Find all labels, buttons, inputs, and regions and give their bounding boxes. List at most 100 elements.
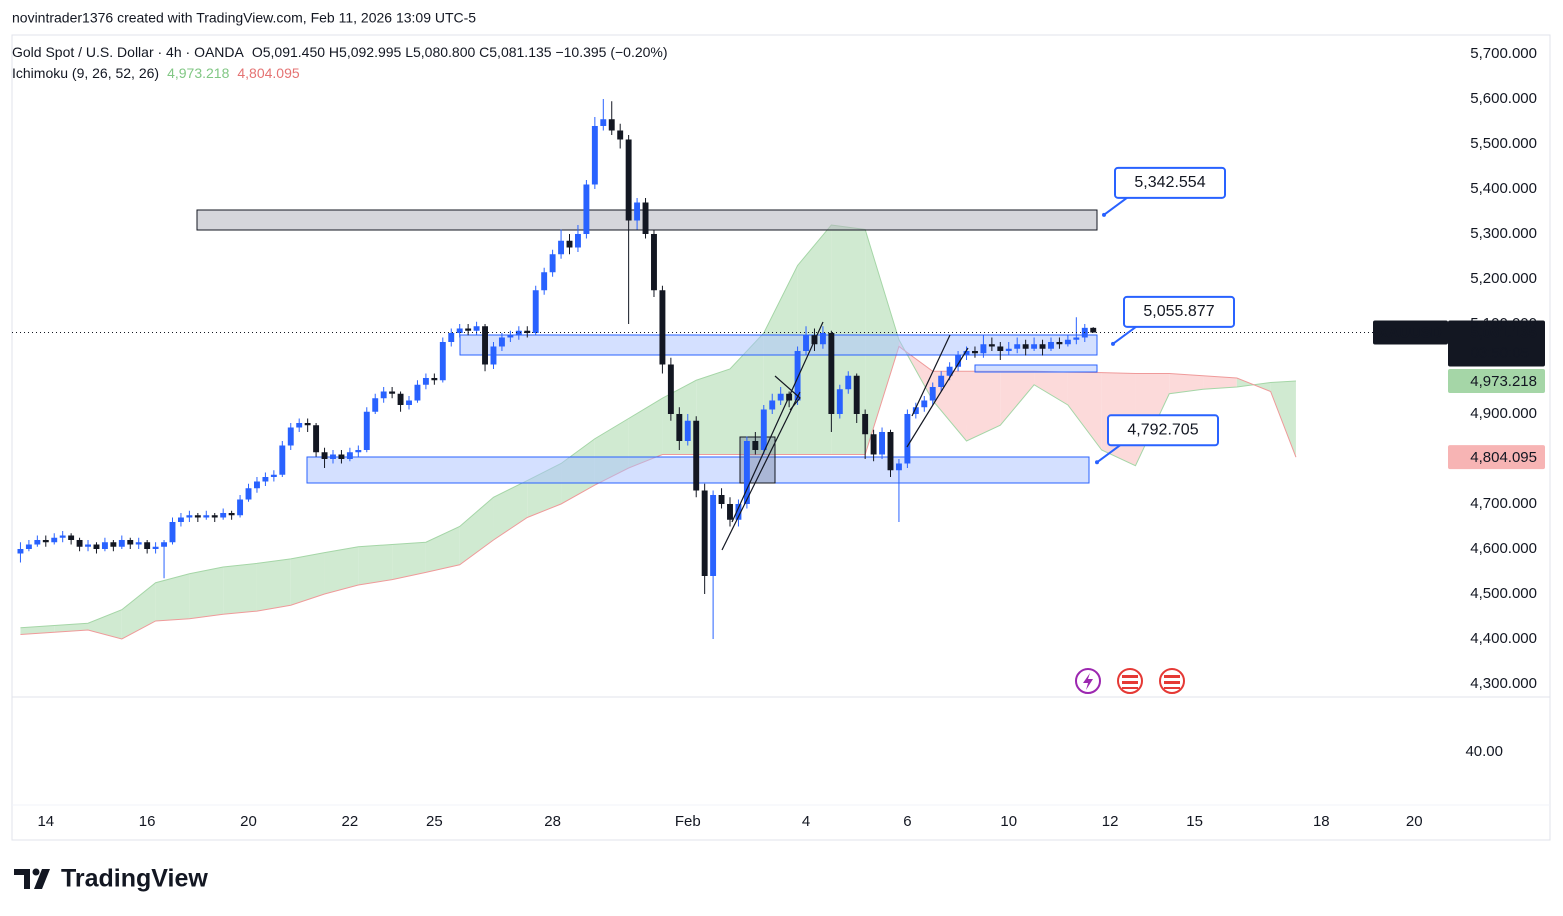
overlays: XAUUSD 5,081.135 03:50:05 4,973.218 4,804.09… bbox=[12, 166, 1545, 470]
candle-body bbox=[727, 503, 733, 520]
y-tick-label: 5,700.000 bbox=[1470, 45, 1537, 62]
candle-body bbox=[743, 440, 750, 504]
candle-body bbox=[693, 420, 700, 491]
x-tick-label: Feb bbox=[675, 813, 701, 830]
candle-body bbox=[473, 326, 480, 331]
last-price-tag bbox=[1448, 320, 1545, 367]
candle-body bbox=[710, 494, 717, 576]
flag-stripe bbox=[1122, 681, 1138, 684]
candle-body bbox=[777, 393, 784, 401]
event-icons bbox=[1075, 668, 1185, 694]
candle-body bbox=[439, 341, 446, 381]
symbol-tag: XAUUSD bbox=[1378, 324, 1442, 341]
candle-body bbox=[194, 515, 201, 518]
callout-box bbox=[1114, 166, 1226, 199]
candle-body bbox=[963, 350, 970, 356]
candle-body bbox=[600, 119, 607, 126]
x-tick-label: 12 bbox=[1102, 813, 1119, 830]
candle-body bbox=[651, 233, 657, 291]
callout-point bbox=[1102, 212, 1106, 217]
candle-body bbox=[169, 521, 176, 543]
indicator-legend: Ichimoku (9, 26, 52, 26) 4,973.218 4,804.0… bbox=[12, 65, 300, 81]
candle-body bbox=[85, 544, 91, 547]
candle-body bbox=[161, 542, 168, 547]
candle-body bbox=[363, 411, 370, 450]
candle-body bbox=[498, 337, 505, 347]
legend-line: Gold Spot / U.S. Dollar · 4h · OANDA O5,0… bbox=[12, 44, 668, 60]
cloud-segment bbox=[493, 480, 528, 540]
candle-body bbox=[296, 422, 303, 428]
cloud-segment bbox=[189, 566, 224, 619]
small-zone bbox=[974, 364, 1098, 373]
cloud-segment bbox=[392, 542, 426, 580]
countdown: 03:50:05 bbox=[1471, 344, 1529, 361]
candle-body bbox=[101, 542, 108, 549]
indicator-name: Ichimoku (9, 26, 52, 26) bbox=[12, 65, 159, 81]
flag-stripe bbox=[1164, 681, 1180, 684]
trend-line bbox=[731, 321, 824, 523]
callout-pointer bbox=[1096, 444, 1121, 464]
cloud-segment bbox=[1270, 381, 1296, 458]
x-tick-label: 20 bbox=[1406, 813, 1423, 830]
candle-body bbox=[355, 449, 362, 453]
candle-body bbox=[34, 539, 41, 545]
candle-body bbox=[262, 476, 269, 482]
candle-body bbox=[25, 544, 32, 549]
candle-body bbox=[270, 474, 277, 477]
candle-body bbox=[667, 364, 674, 414]
ohlc-values: O5,091.450 H5,092.995 L5,080.800 C5,081.… bbox=[252, 44, 668, 60]
candle-body bbox=[634, 202, 641, 221]
trend-line bbox=[774, 375, 801, 411]
attribution: novintrader1376 created with TradingView… bbox=[12, 10, 476, 26]
logo-mark bbox=[32, 868, 40, 876]
x-tick-label: 22 bbox=[342, 813, 359, 830]
candle-body bbox=[456, 328, 463, 333]
x-tick-label: 20 bbox=[240, 813, 257, 830]
candle-body bbox=[1056, 341, 1063, 345]
candle-body bbox=[921, 400, 928, 408]
candle-body bbox=[1090, 327, 1097, 333]
candle-body bbox=[287, 427, 294, 446]
logo-mark bbox=[14, 869, 30, 889]
event-icon bbox=[1083, 673, 1093, 690]
y-tick-label: 4,500.000 bbox=[1470, 585, 1537, 602]
candle-body bbox=[203, 515, 210, 518]
candle-body bbox=[515, 330, 522, 336]
y-tick-label: 5,400.000 bbox=[1470, 180, 1537, 197]
candle-body bbox=[980, 344, 987, 354]
callout-label: 5,055.877 bbox=[1143, 303, 1214, 320]
candle-body bbox=[988, 344, 995, 347]
candle-body bbox=[684, 420, 691, 441]
cloud-segment bbox=[1000, 371, 1035, 426]
y-tick-label: 4,700.000 bbox=[1470, 495, 1537, 512]
candle-body bbox=[152, 546, 159, 549]
candle-body bbox=[1022, 344, 1029, 349]
cloud-line bbox=[20, 224, 1296, 629]
x-tick-label: 6 bbox=[903, 813, 911, 830]
candle-body bbox=[507, 335, 514, 338]
candle-body bbox=[1014, 344, 1021, 349]
candle-body bbox=[972, 350, 978, 354]
flag-stripe bbox=[1122, 687, 1138, 689]
candle-body bbox=[346, 452, 353, 459]
x-tick-label: 28 bbox=[544, 813, 561, 830]
y-tick-label: 5,500.000 bbox=[1470, 135, 1537, 152]
candle-body bbox=[397, 393, 404, 405]
candle-body bbox=[583, 184, 590, 234]
candle-body bbox=[794, 350, 801, 401]
candle-body bbox=[68, 535, 75, 540]
candle-body bbox=[17, 548, 24, 554]
candle-body bbox=[372, 398, 379, 412]
trend-line bbox=[906, 347, 969, 448]
callout-box bbox=[1123, 295, 1235, 328]
cloud-segment bbox=[256, 558, 291, 612]
indicator-price-tag bbox=[1448, 445, 1545, 470]
x-tick-label: 18 bbox=[1313, 813, 1330, 830]
callout-label: 5,342.554 bbox=[1134, 174, 1205, 191]
symbol-tag-bg bbox=[1373, 320, 1448, 345]
indicator-price-tag bbox=[1448, 369, 1545, 394]
candle-body bbox=[465, 328, 472, 331]
candle-body bbox=[330, 454, 336, 459]
candle-body bbox=[617, 130, 624, 140]
candle-body bbox=[836, 389, 843, 414]
